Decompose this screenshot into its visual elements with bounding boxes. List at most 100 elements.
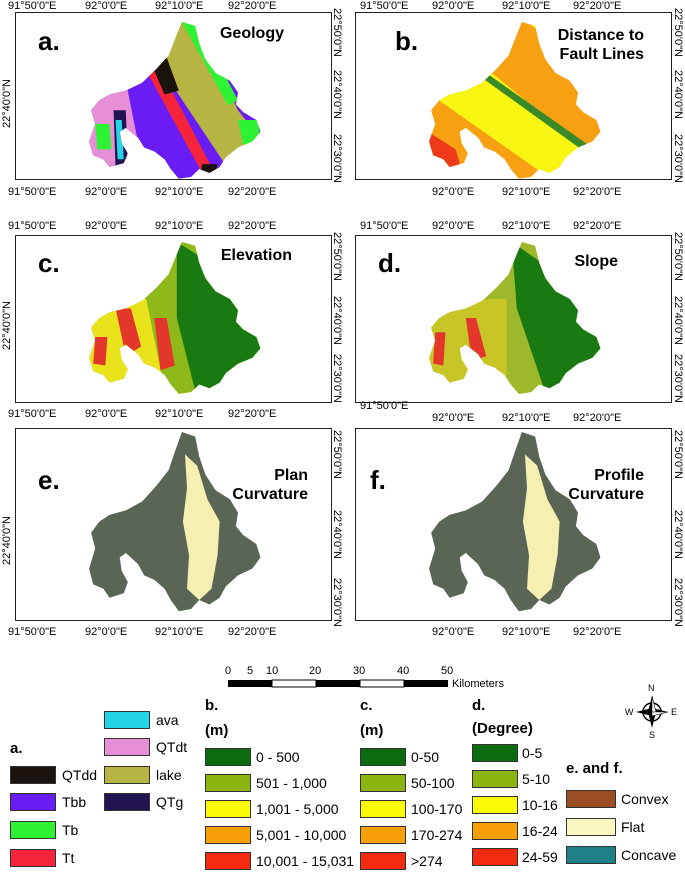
legend-c-label: 100-170 xyxy=(411,801,463,817)
lon-tick: 92°10'0"E xyxy=(502,220,551,232)
lon-tick: 91°50'0"E xyxy=(8,186,57,198)
legend-c-swatch xyxy=(360,748,406,766)
lon-tick: 92°20'0"E xyxy=(573,412,622,424)
panel-e-letter: e. xyxy=(38,465,60,495)
lon-tick: 92°20'0"E xyxy=(228,0,277,12)
lon-tick: 92°10'0"E xyxy=(155,220,204,232)
legend-b-label: 10,001 - 15,031 xyxy=(256,853,355,869)
lon-tick: 92°0'0"E xyxy=(85,626,128,638)
east-label: E xyxy=(671,707,678,717)
lat-tick: 22°50'0"N xyxy=(331,8,343,57)
legend-d-swatch xyxy=(472,796,518,814)
lon-tick: 92°0'0"E xyxy=(432,186,475,198)
lat-tick: 22°40'0"N xyxy=(331,510,343,559)
lon-tick: 92°20'0"E xyxy=(228,626,277,638)
legend-a-swatch xyxy=(10,849,56,867)
legend-ef-swatch xyxy=(566,790,616,808)
legend-ef-label: Concave xyxy=(621,847,677,863)
panel-e-title: Plan Curvature xyxy=(232,467,308,503)
scale-label: 10 xyxy=(266,665,279,677)
lat-tick: 22°30'0"N xyxy=(331,354,343,403)
lon-tick: 92°10'0"E xyxy=(155,408,204,420)
lon-tick: 92°0'0"E xyxy=(432,220,475,232)
legend-b-unit: (m) xyxy=(205,722,229,739)
legend-a-swatch xyxy=(10,766,56,784)
lon-tick: 92°20'0"E xyxy=(573,0,622,12)
panel-b-letter: b. xyxy=(395,26,419,56)
legend-b-swatch xyxy=(205,774,251,792)
legend-a-label: Tbb xyxy=(62,794,87,810)
legend-c-label: 170-274 xyxy=(411,827,463,843)
lat-tick: 22°30'0"N xyxy=(331,134,343,183)
lon-tick: 92°10'0"E xyxy=(502,626,551,638)
panel-f-title: Profile Curvature xyxy=(568,467,644,503)
scale-label: 30 xyxy=(353,665,366,677)
lon-tick: 92°10'0"E xyxy=(155,186,204,198)
north-arrow-icon xyxy=(636,695,669,728)
lat-tick: 22°40'0"N xyxy=(672,296,684,345)
legend-c-swatch xyxy=(360,826,406,844)
lon-tick: 92°20'0"E xyxy=(228,408,277,420)
lon-tick: 92°10'0"E xyxy=(502,412,551,424)
lat-tick: 22°40'0"N xyxy=(1,79,13,128)
legend-ef-label: Convex xyxy=(621,791,669,807)
legend-c-swatch xyxy=(360,852,406,870)
lat-tick: 22°40'0"N xyxy=(1,516,13,565)
lat-tick: 22°30'0"N xyxy=(672,134,684,183)
plan-curvature-map xyxy=(89,432,261,612)
panel-c-letter: c. xyxy=(38,248,60,278)
legend-b-label: 5,001 - 10,000 xyxy=(256,827,347,843)
legend-d-label: 10-16 xyxy=(522,797,558,813)
lon-tick: 92°0'0"E xyxy=(85,0,128,12)
scale-bar xyxy=(228,679,448,688)
legend-a-label: ava xyxy=(156,712,179,728)
lon-tick: 92°10'0"E xyxy=(502,186,551,198)
panel-b-title: Distance to Fault Lines xyxy=(557,27,644,63)
lon-tick: 92°0'0"E xyxy=(432,412,475,424)
legend-a-label: QTdt xyxy=(156,739,188,755)
lat-tick: 22°30'0"N xyxy=(672,354,684,403)
legend-b-swatch xyxy=(205,748,251,766)
scale-label: 0 xyxy=(225,665,232,677)
lon-tick: 91°50'0"E xyxy=(8,220,57,232)
profile-curvature-map xyxy=(429,432,601,612)
lat-tick: 22°40'0"N xyxy=(1,301,13,350)
legend-a-swatch xyxy=(104,738,150,756)
scale-label: 20 xyxy=(309,665,322,677)
west-label: W xyxy=(625,707,634,717)
legend-a-label: QTg xyxy=(156,794,184,810)
lon-tick: 92°0'0"E xyxy=(85,186,128,198)
panel-d-title: Slope xyxy=(574,253,618,270)
legend-b-title: b. xyxy=(205,697,219,714)
north-label: N xyxy=(648,683,655,693)
lat-tick: 22°50'0"N xyxy=(331,430,343,479)
legend-d-label: 24-59 xyxy=(522,849,558,865)
legend-a-title: a. xyxy=(10,740,23,757)
panel-a-letter: a. xyxy=(38,26,60,56)
lon-tick: 92°0'0"E xyxy=(432,0,475,12)
legend-d-label: 0-5 xyxy=(522,745,543,761)
lon-tick: 92°20'0"E xyxy=(228,186,277,198)
lat-tick: 22°50'0"N xyxy=(331,232,343,281)
legend-a-swatch xyxy=(104,711,150,729)
legend-a-swatch xyxy=(104,793,150,811)
lat-tick: 22°30'0"N xyxy=(331,578,343,627)
scale-label: 40 xyxy=(397,665,410,677)
legend-c-label: 50-100 xyxy=(411,775,455,791)
lon-tick: 92°0'0"E xyxy=(85,408,128,420)
legend-d-label: 5-10 xyxy=(522,771,551,787)
panel-d-letter: d. xyxy=(378,248,402,278)
legend-b-swatch xyxy=(205,852,251,870)
legend-c-title: c. xyxy=(360,697,373,714)
legend-a-label: QTdd xyxy=(62,767,98,783)
legend-d-swatch xyxy=(472,822,518,840)
legend-c-unit: (m) xyxy=(360,722,384,739)
lat-tick: 22°30'0"N xyxy=(672,578,684,627)
lat-tick: 22°40'0"N xyxy=(672,510,684,559)
legend-ef-swatch xyxy=(566,818,616,836)
lon-tick: 91°50'0"E xyxy=(8,0,57,12)
lat-tick: 22°50'0"N xyxy=(672,232,684,281)
geology-map xyxy=(89,22,261,179)
lon-tick: 92°0'0"E xyxy=(432,626,475,638)
